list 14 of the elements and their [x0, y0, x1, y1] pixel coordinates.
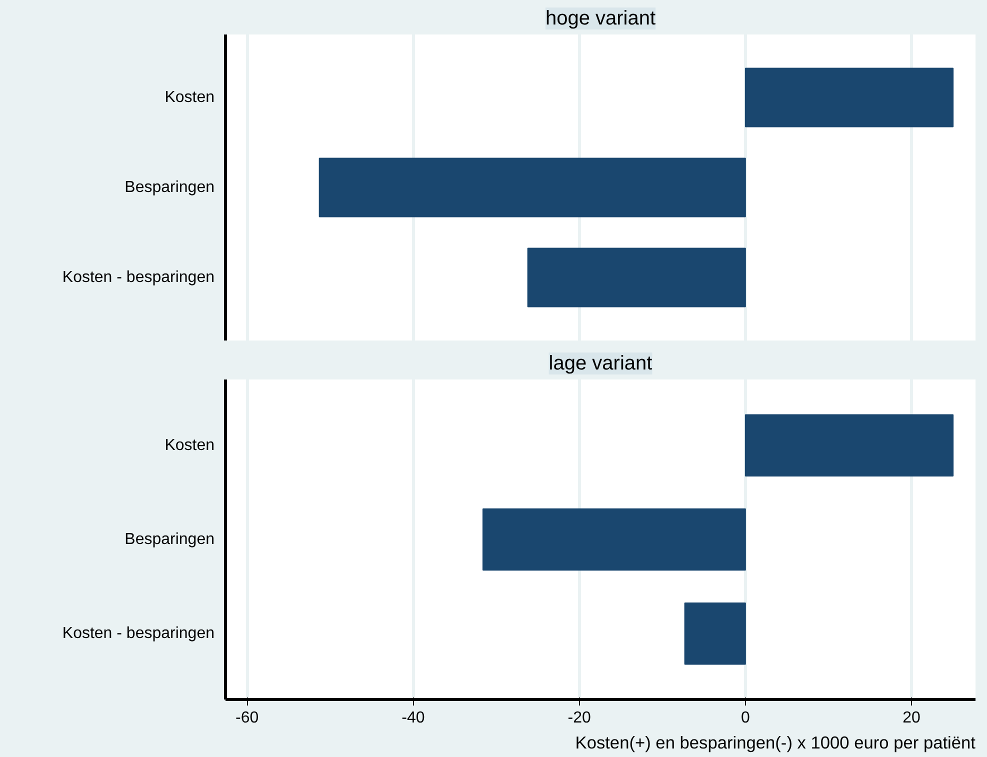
chart-title: hoge variant	[545, 8, 656, 30]
x-tick-label: -60	[236, 710, 259, 726]
chart-title: lage variant	[548, 352, 653, 374]
x-tick-label: -20	[568, 710, 591, 726]
x-tick-label: -40	[402, 710, 425, 726]
y-tick-label: Kosten	[164, 89, 214, 106]
y-tick-label: Kosten	[164, 436, 214, 454]
y-tick-label: Besparingen	[124, 179, 214, 196]
y-tick-label: Kosten - besparingen	[62, 625, 215, 642]
x-axis-title: Kosten(+) en besparingen(-) x 1000 euro per patiënt	[575, 732, 976, 752]
y-tick-label: Kosten - besparingen	[62, 269, 215, 286]
y-tick-label: Besparingen	[124, 531, 214, 548]
x-tick-label: 20	[902, 710, 921, 726]
x-tick-label: 0	[740, 710, 750, 726]
